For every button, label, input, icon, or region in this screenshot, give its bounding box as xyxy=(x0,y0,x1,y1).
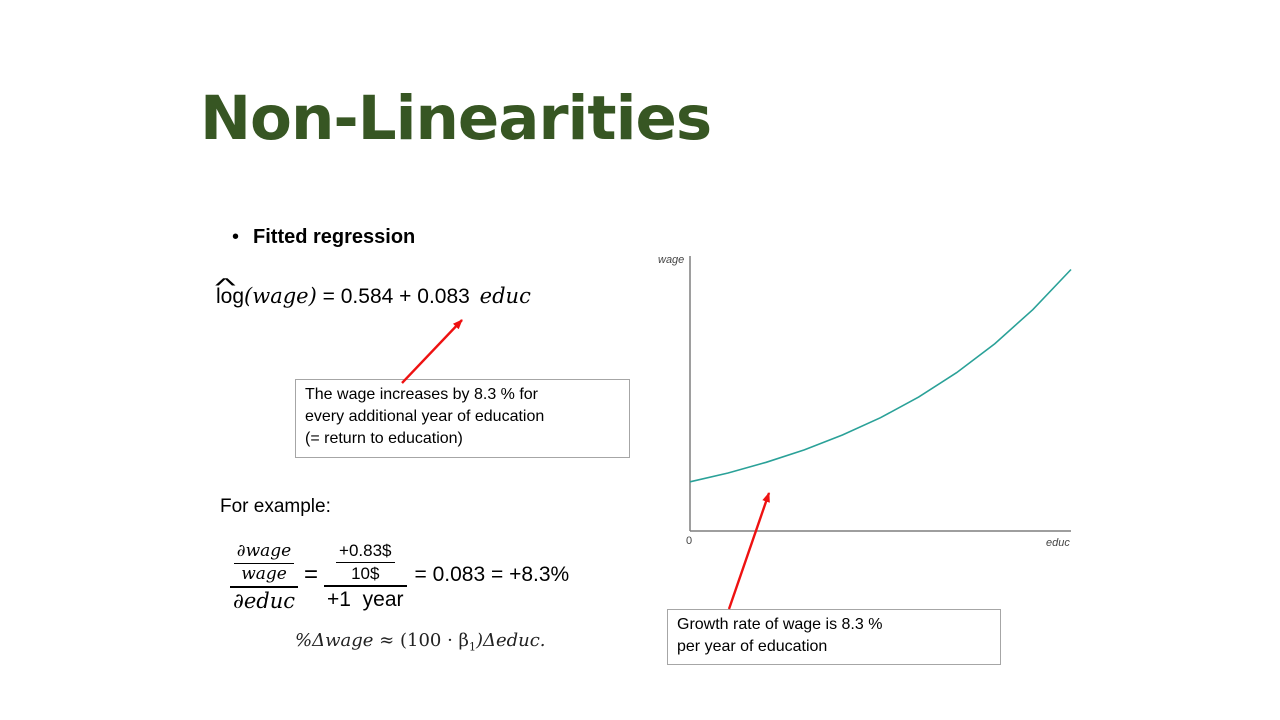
annotation-box-return: The wage increases by 8.3 % for every ad… xyxy=(295,379,630,458)
relative-change-fraction: ∂wage wage ∂educ xyxy=(230,538,299,612)
bullet-symbol: • xyxy=(232,226,240,248)
percentage-change-formula: %Δwage ≈ (100 · β1)Δeduc. xyxy=(295,630,546,654)
derivation-equals: = xyxy=(304,560,319,588)
log-function: ^ log xyxy=(215,275,245,308)
equation-slope: 0.083 xyxy=(417,285,470,308)
annotation-line: per year of education xyxy=(677,638,828,655)
bullet-fitted-regression: • Fitted regression xyxy=(232,226,415,249)
annotation-line: Growth rate of wage is 8.3 % xyxy=(677,616,883,633)
derivation-equation: ∂wage wage ∂educ = +0.83$ 10$ +1 year = … xyxy=(230,538,569,612)
slide-title: Non-Linearities xyxy=(200,83,712,154)
arrow-to-coefficient xyxy=(401,319,463,384)
x-axis-label: educ xyxy=(1046,537,1070,549)
bullet-text: Fitted regression xyxy=(253,226,416,248)
equation-regressor: educ xyxy=(479,284,531,308)
wage-educ-chart: wage educ 0 xyxy=(658,254,1072,549)
example-label: For example: xyxy=(220,496,331,517)
numeric-fraction: +0.83$ 10$ +1 year xyxy=(324,539,407,611)
hat-accent: ^ xyxy=(215,275,236,297)
arrow-to-curve xyxy=(727,492,771,610)
annotation-line: (= return to education) xyxy=(305,430,463,447)
regression-equation: ^ log(wage) = 0.584 + 0.083 educ xyxy=(215,275,531,309)
annotation-line: every additional year of education xyxy=(305,408,545,425)
equation-plus: + xyxy=(399,285,412,308)
annotation-box-growth: Growth rate of wage is 8.3 % per year of… xyxy=(667,609,1001,665)
equation-intercept: 0.584 xyxy=(340,285,394,308)
inner-numeric-fraction: +0.83$ 10$ xyxy=(336,542,395,583)
equation-equals: = xyxy=(322,285,335,308)
wage-curve xyxy=(689,268,1072,483)
equation-lhs-arg: (wage) xyxy=(244,284,317,308)
derivation-result: = 0.083 = +8.3% xyxy=(414,562,570,586)
x-tick-label: 0 xyxy=(686,535,692,547)
annotation-line: The wage increases by 8.3 % for xyxy=(305,386,539,403)
inner-fraction: ∂wage wage xyxy=(233,542,295,584)
y-axis-label: wage xyxy=(658,254,684,266)
